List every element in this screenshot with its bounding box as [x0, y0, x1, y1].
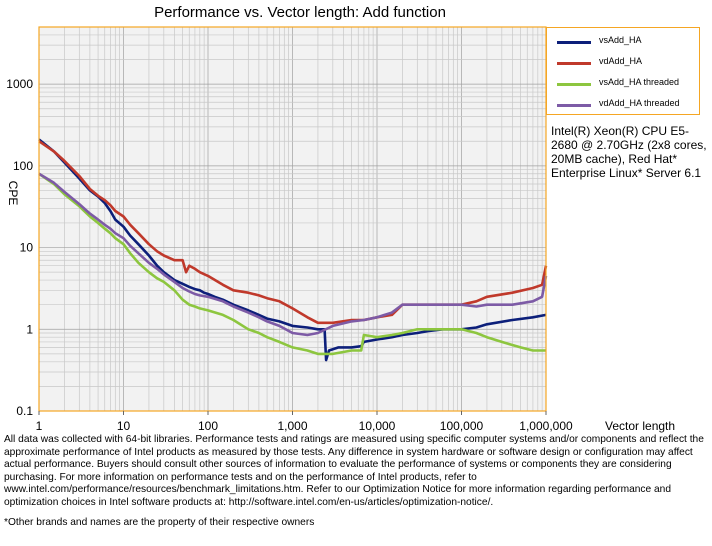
legend-label: vdAdd_HA — [599, 56, 643, 66]
legend: vsAdd_HA vdAdd_HA vsAdd_HA threaded vdAd… — [546, 27, 700, 115]
x-tick-label: 1,000 — [277, 419, 307, 433]
legend-swatch — [557, 83, 591, 86]
x-tick-label: 10,000 — [359, 419, 396, 433]
x-tick-label: 10 — [117, 419, 131, 433]
legend-label: vsAdd_HA — [599, 35, 642, 45]
y-tick-label: 10 — [20, 241, 34, 255]
series-layer — [38, 138, 548, 362]
legend-item: vdAdd_HA threaded — [547, 95, 697, 115]
legend-label: vdAdd_HA threaded — [599, 98, 680, 108]
x-tick-label: 1 — [36, 419, 43, 433]
x-tick-label: 1,000,000 — [519, 419, 573, 433]
disclaimer-text: All data was collected with 64-bit libra… — [4, 434, 704, 508]
tick-labels: 1 10 100 1,000 10,000 100,000 1,000,0000.11101… — [6, 77, 573, 433]
legend-swatch — [557, 62, 591, 65]
x-tick-label: 100 — [198, 419, 218, 433]
cpu-note: Intel(R) Xeon(R) CPU E5-2680 @ 2.70GHz (… — [551, 124, 707, 180]
series-line-vsadd-ha-threaded — [38, 172, 546, 356]
y-tick-label: 0.1 — [16, 404, 33, 418]
grid — [38, 26, 546, 412]
y-tick-label: 1000 — [6, 77, 33, 91]
footnote: *Other brands and names are the property… — [4, 517, 315, 528]
y-tick-label: 100 — [13, 159, 33, 173]
y-axis-label: CPE — [6, 181, 20, 206]
y-tick-label: 1 — [26, 322, 33, 336]
legend-item: vdAdd_HA — [547, 53, 697, 73]
legend-label: vsAdd_HA threaded — [599, 77, 680, 87]
legend-item: vsAdd_HA — [547, 32, 697, 52]
x-tick-label: 100,000 — [440, 419, 484, 433]
x-axis-label: Vector length — [605, 419, 675, 433]
legend-swatch — [557, 104, 591, 107]
chart-title: Performance vs. Vector length: Add funct… — [154, 4, 446, 21]
legend-swatch — [557, 41, 591, 44]
chart: 1 10 100 1,000 10,000 100,000 1,000,0000.11101… — [6, 26, 675, 433]
series-line-vdadd-ha-threaded — [38, 172, 548, 337]
legend-item: vsAdd_HA threaded — [547, 74, 697, 94]
series-line-vsadd-ha — [38, 138, 547, 362]
